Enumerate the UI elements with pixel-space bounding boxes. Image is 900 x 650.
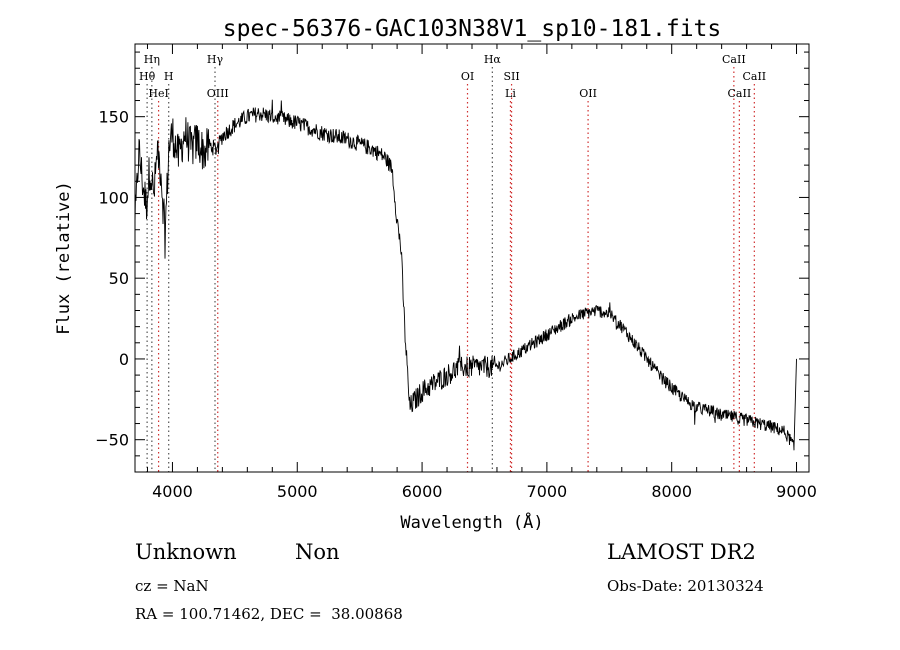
line-marker-label: Li [505, 87, 516, 100]
observation-date: Obs-Date: 20130324 [607, 577, 764, 595]
line-marker-label: H [164, 70, 174, 83]
line-marker-label: Hα [484, 53, 502, 66]
x-tick-label: 7000 [527, 482, 568, 501]
line-marker-label: CaII [728, 87, 752, 100]
line-marker-label: SII [503, 70, 519, 83]
line-marker-label: OII [579, 87, 597, 100]
line-marker-label: CaII [742, 70, 766, 83]
x-tick-label: 4000 [152, 482, 193, 501]
y-tick-label: −50 [95, 431, 129, 450]
x-tick-label: 9000 [776, 482, 817, 501]
survey-name: LAMOST DR2 [607, 540, 756, 564]
axis-ticks: 4000 5000 6000 7000 8000 9000 −50 0 50 100 150 [95, 44, 817, 501]
line-marker-label: OI [461, 70, 474, 83]
redshift-value: cz = NaN [135, 577, 209, 595]
line-marker-label: Hη [144, 53, 160, 66]
line-marker-label: HeI [148, 87, 168, 100]
line-marker-label: Hθ [139, 70, 156, 83]
line-marker-label: OIII [207, 87, 229, 100]
x-tick-label: 8000 [651, 482, 692, 501]
coordinates: RA = 100.71462, DEC = 38.00868 [135, 605, 403, 623]
y-axis-label: Flux (relative) [54, 181, 74, 335]
line-marker-label: Hγ [207, 53, 224, 66]
x-axis-label: Wavelength (Å) [400, 511, 543, 533]
y-tick-label: 150 [98, 108, 129, 127]
chart-title: spec-56376-GAC103N38V1_sp10-181.fits [223, 16, 722, 42]
spectral-class: Unknown [135, 540, 237, 564]
spectrum-line [134, 99, 797, 451]
x-tick-label: 5000 [277, 482, 318, 501]
y-tick-label: 0 [119, 350, 129, 369]
y-tick-label: 100 [98, 188, 129, 207]
spectrum-plot: spec-56376-GAC103N38V1_sp10-181.fits HηH… [54, 16, 817, 533]
y-tick-label: 50 [109, 269, 129, 288]
x-tick-label: 6000 [402, 482, 443, 501]
spectral-subclass: Non [295, 540, 340, 564]
spectrum-series [134, 99, 797, 451]
line-marker-label: CaII [722, 53, 746, 66]
